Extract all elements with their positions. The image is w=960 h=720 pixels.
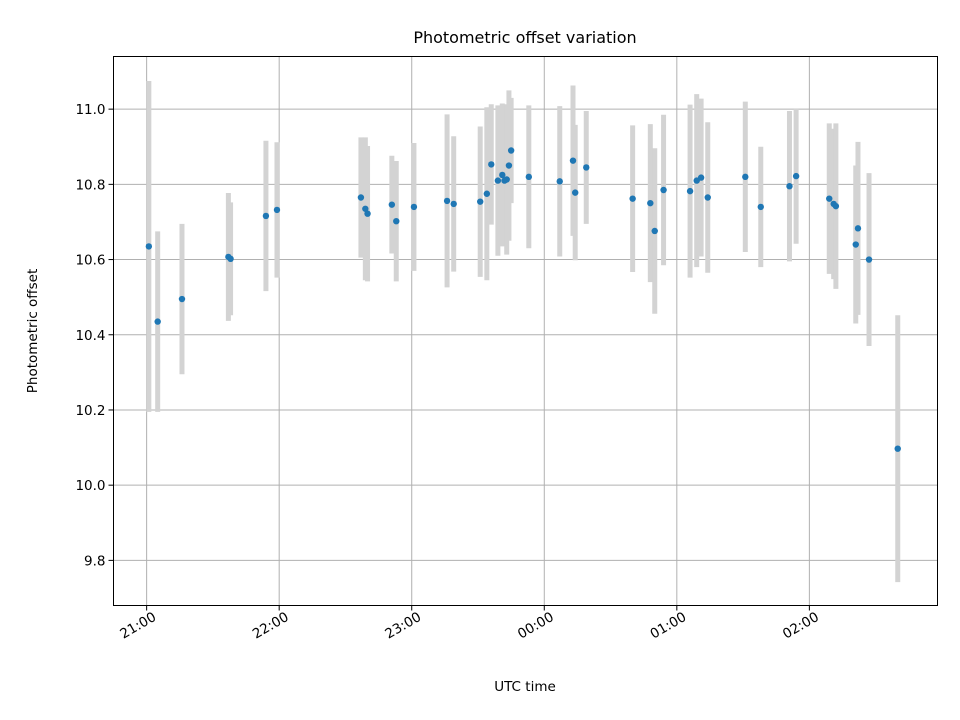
data-point	[499, 171, 506, 179]
plot-frame	[113, 56, 938, 606]
data-point	[757, 203, 764, 211]
data-point	[494, 177, 502, 184]
data-point	[393, 218, 400, 225]
data-point	[364, 210, 371, 217]
data-point	[647, 199, 654, 207]
y-tick-label: 11.0	[75, 102, 105, 118]
data-point	[507, 147, 515, 154]
data-point	[832, 202, 840, 210]
data-points	[145, 147, 901, 452]
data-point	[362, 205, 369, 212]
data-point	[742, 173, 749, 181]
data-point	[262, 212, 270, 220]
data-point	[826, 195, 833, 202]
y-tick-label: 10.4	[75, 328, 105, 344]
data-point	[651, 227, 658, 235]
data-point	[450, 200, 457, 208]
data-point	[569, 157, 577, 164]
data-point	[178, 295, 186, 303]
data-point	[792, 172, 800, 180]
data-point	[483, 190, 491, 197]
data-point	[697, 174, 705, 181]
data-point	[477, 198, 484, 205]
data-point	[525, 173, 533, 181]
data-point	[388, 201, 396, 208]
data-point	[629, 195, 636, 202]
data-point	[865, 256, 873, 263]
data-point	[154, 318, 161, 325]
data-point	[583, 164, 590, 171]
y-tick-label: 10.8	[75, 177, 105, 193]
y-tick-label: 10.2	[75, 403, 105, 419]
data-point	[556, 178, 563, 185]
data-point	[443, 197, 451, 205]
x-axis-label: UTC time	[494, 679, 556, 695]
data-point	[852, 241, 859, 248]
grid	[113, 56, 938, 606]
data-point	[704, 194, 711, 201]
data-point	[786, 183, 793, 190]
data-point	[488, 161, 495, 168]
data-point	[410, 203, 418, 211]
y-axis-label: Photometric offset	[25, 269, 41, 393]
y-axis-ticks: 9.8 10.0 10.2 10.4 10.6 10.8 11.0	[75, 102, 114, 569]
data-point	[503, 176, 510, 183]
data-point	[505, 162, 513, 169]
data-point	[227, 255, 234, 263]
chart-title: Photometric offset variation	[413, 28, 636, 47]
y-tick-label: 10.6	[75, 253, 105, 269]
data-point	[273, 206, 281, 214]
data-point	[894, 445, 901, 452]
data-point	[145, 243, 153, 250]
data-point	[572, 189, 579, 196]
data-point	[357, 194, 365, 201]
y-tick-label: 10.0	[75, 478, 105, 494]
data-point	[660, 186, 667, 194]
y-tick-label: 9.8	[84, 553, 105, 569]
data-point	[686, 187, 694, 195]
data-point	[854, 225, 862, 232]
